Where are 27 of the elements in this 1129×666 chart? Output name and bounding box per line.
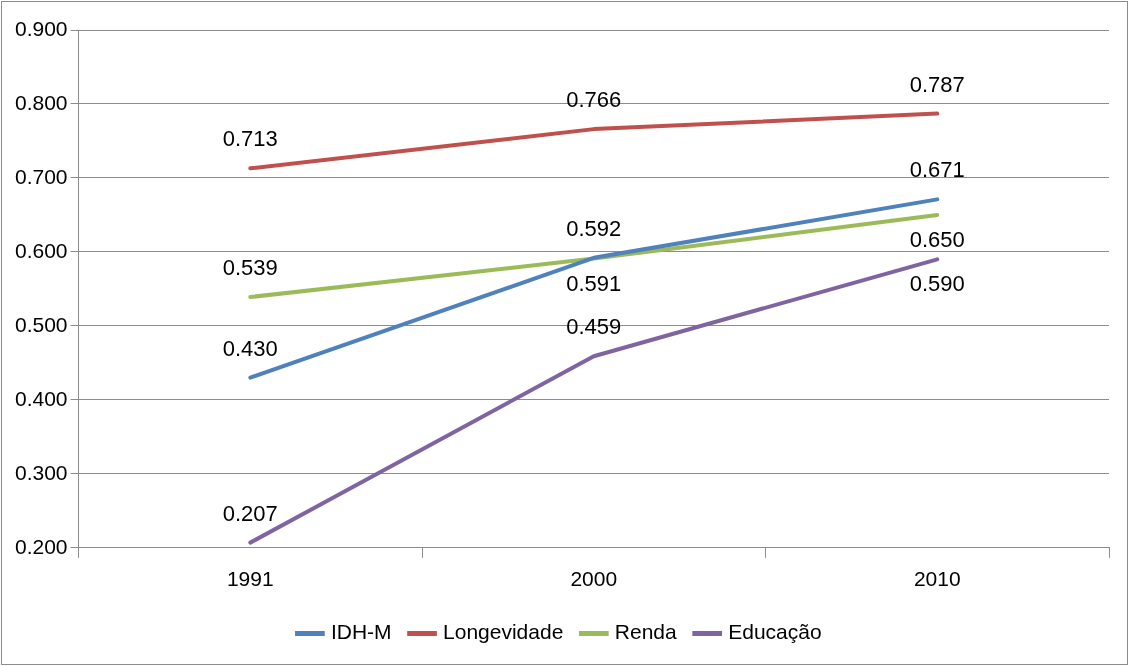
legend-label: Longevidade <box>443 620 564 644</box>
data-label: 0.671 <box>909 157 965 183</box>
y-tick-label: 0.400 <box>14 386 68 410</box>
x-tick-label: 2000 <box>570 567 618 591</box>
data-label: 0.590 <box>909 271 965 297</box>
data-label: 0.592 <box>566 215 622 241</box>
y-tick-label: 0.900 <box>14 16 68 40</box>
y-tick-label: 0.200 <box>14 534 68 558</box>
data-label: 0.766 <box>566 87 622 113</box>
y-tick-label: 0.500 <box>14 312 68 336</box>
y-tick-label: 0.600 <box>14 238 68 262</box>
data-label: 0.787 <box>909 71 965 97</box>
y-tick-label: 0.800 <box>14 90 68 114</box>
data-label: 0.539 <box>222 255 278 281</box>
x-tick-label: 2010 <box>913 567 961 591</box>
data-label: 0.591 <box>566 270 622 296</box>
data-label: 0.207 <box>222 500 278 526</box>
y-tick-label: 0.700 <box>14 164 68 188</box>
data-label: 0.713 <box>222 126 278 152</box>
y-tick-label: 0.300 <box>14 460 68 484</box>
legend-label: Renda <box>614 620 678 644</box>
data-label: 0.459 <box>566 314 622 340</box>
x-tick-label: 1991 <box>226 567 274 591</box>
legend-label: Educação <box>728 620 822 644</box>
data-label: 0.650 <box>909 226 965 252</box>
data-label: 0.430 <box>222 335 278 361</box>
legend-label: IDH-M <box>330 620 392 644</box>
